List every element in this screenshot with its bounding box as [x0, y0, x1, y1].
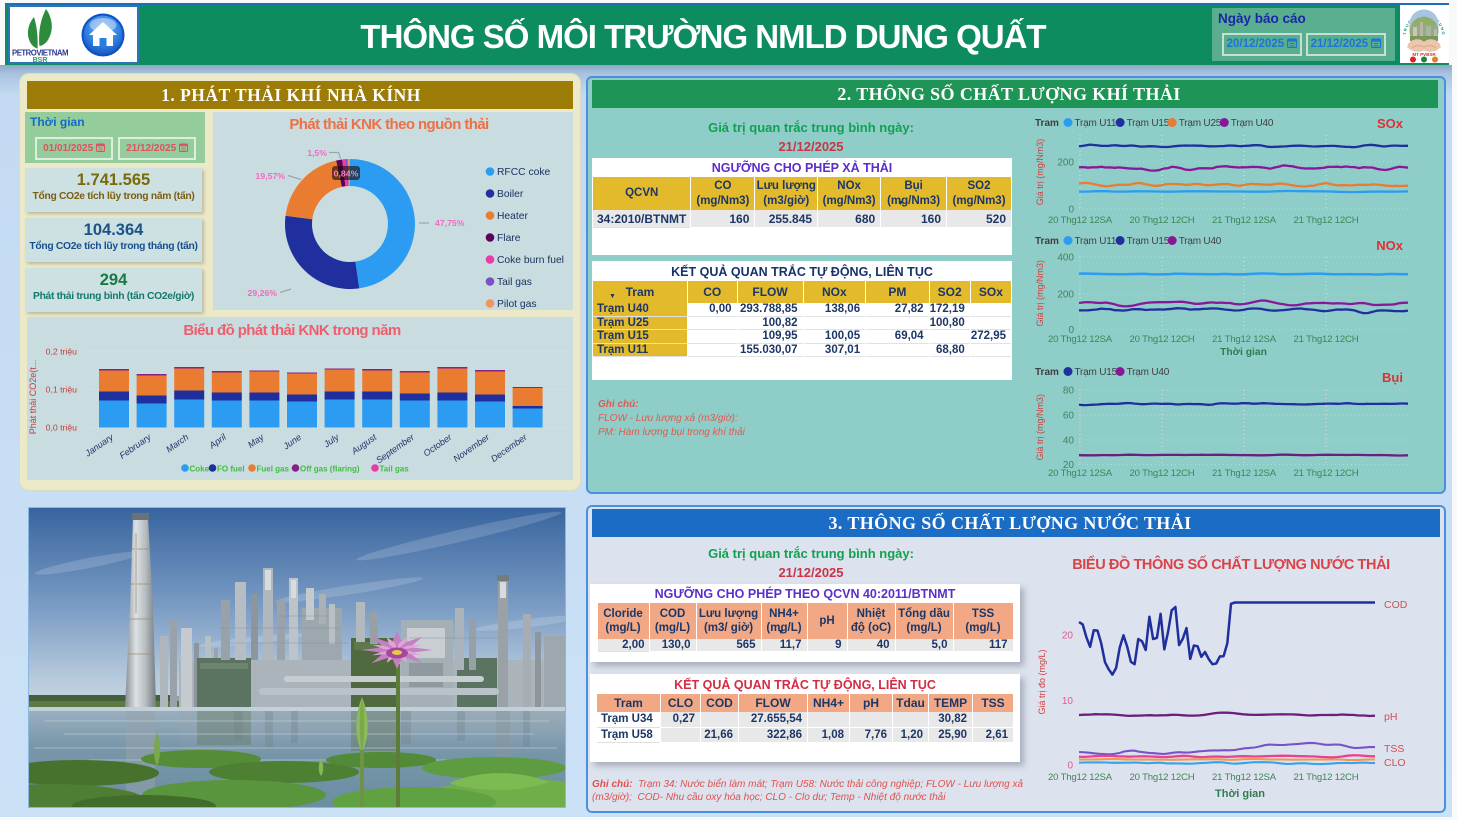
svg-text:MT PVBSR: MT PVBSR — [1412, 52, 1436, 57]
svg-text:Thời gian: Thời gian — [1215, 788, 1265, 800]
svg-text:21 Thg12 12SA: 21 Thg12 12SA — [1212, 215, 1277, 226]
svg-text:June: June — [281, 432, 304, 452]
svg-text:20: 20 — [1063, 460, 1075, 471]
svg-text:Trạm U40: Trạm U40 — [1127, 367, 1170, 378]
svg-text:0,2 triệu: 0,2 triệu — [46, 347, 78, 357]
svg-text:Giá trị (mg/Nm3): Giá trị (mg/Nm3) — [1035, 394, 1045, 461]
svg-text:April: April — [207, 431, 229, 451]
svg-text:BSR: BSR — [33, 57, 48, 62]
svg-text:Thời gian: Thời gian — [1220, 347, 1267, 358]
svg-text:60: 60 — [1063, 411, 1075, 422]
svg-text:Trạm U11: Trạm U11 — [1075, 118, 1117, 129]
svg-text:Trạm U40: Trạm U40 — [1231, 118, 1274, 129]
svg-text:80: 80 — [1063, 386, 1075, 397]
svg-text:20 Thg12 12SA: 20 Thg12 12SA — [1048, 468, 1113, 479]
svg-text:20 Thg12 12CH: 20 Thg12 12CH — [1130, 334, 1195, 345]
svg-text:Coke burn fuel: Coke burn fuel — [497, 255, 564, 266]
svg-text:Flare: Flare — [497, 233, 521, 244]
svg-text:RFCC coke: RFCC coke — [497, 167, 550, 178]
svg-text:47,75%: 47,75% — [435, 218, 465, 228]
svg-text:200: 200 — [1057, 158, 1074, 169]
svg-text:21 Thg12 12CH: 21 Thg12 12CH — [1294, 215, 1359, 226]
svg-text:Boiler: Boiler — [497, 189, 524, 200]
svg-text:November: November — [451, 431, 492, 464]
svg-text:October: October — [422, 431, 455, 458]
svg-text:September: September — [374, 431, 417, 465]
svg-text:0,1 triệu: 0,1 triệu — [46, 385, 78, 395]
svg-text:20 Thg12 12CH: 20 Thg12 12CH — [1130, 772, 1195, 783]
svg-text:Fuel gas: Fuel gas — [257, 465, 290, 474]
svg-text:Giá trị (mg/Nm3): Giá trị (mg/Nm3) — [1035, 260, 1045, 327]
svg-text:20 Thg12 12SA: 20 Thg12 12SA — [1048, 215, 1113, 226]
svg-text:August: August — [349, 432, 379, 457]
svg-text:Trạm U25: Trạm U25 — [1179, 118, 1222, 129]
svg-text:pH: pH — [1384, 711, 1397, 723]
svg-text:TSS: TSS — [1384, 743, 1404, 755]
svg-text:March: March — [164, 432, 190, 455]
svg-text:Tail gas: Tail gas — [380, 465, 410, 474]
svg-text:20 Thg12 12SA: 20 Thg12 12SA — [1048, 334, 1113, 345]
svg-text:0: 0 — [1068, 325, 1074, 336]
svg-text:NOx: NOx — [1376, 238, 1404, 253]
svg-text:SOx: SOx — [1377, 116, 1404, 131]
svg-text:10: 10 — [1062, 696, 1074, 707]
svg-text:Trạm U15: Trạm U15 — [1127, 236, 1170, 247]
svg-text:CLO: CLO — [1384, 757, 1406, 769]
svg-text:0,84%: 0,84% — [334, 169, 359, 179]
svg-text:20 Thg12 12CH: 20 Thg12 12CH — [1130, 215, 1195, 226]
svg-text:Pilot gas: Pilot gas — [497, 299, 537, 310]
svg-text:COD: COD — [1384, 599, 1408, 611]
svg-text:21 Thg12 12CH: 21 Thg12 12CH — [1294, 334, 1359, 345]
svg-text:January: January — [82, 432, 115, 459]
svg-text:Off gas (flaring): Off gas (flaring) — [300, 465, 360, 474]
svg-text:Tram: Tram — [1035, 236, 1059, 247]
svg-text:21 Thg12 12CH: 21 Thg12 12CH — [1294, 772, 1359, 783]
svg-text:Trạm U11: Trạm U11 — [1075, 236, 1117, 247]
svg-text:FO fuel: FO fuel — [217, 465, 245, 474]
svg-text:Phát thải CO2e(t...: Phát thải CO2e(t... — [28, 360, 38, 435]
svg-text:1,5%: 1,5% — [307, 148, 327, 158]
svg-text:21 Thg12 12CH: 21 Thg12 12CH — [1294, 468, 1359, 479]
svg-text:Bụi: Bụi — [1382, 370, 1403, 385]
svg-text:29,26%: 29,26% — [248, 288, 278, 298]
svg-text:40: 40 — [1063, 436, 1075, 447]
svg-text:20 Thg12 12SA: 20 Thg12 12SA — [1048, 772, 1113, 783]
svg-text:21 Thg12 12SA: 21 Thg12 12SA — [1212, 334, 1277, 345]
svg-text:BIỂU ĐỒ THÔNG SỐ CHẤT LƯỢNG NƯ: BIỂU ĐỒ THÔNG SỐ CHẤT LƯỢNG NƯỚC THẢI — [1072, 555, 1390, 573]
svg-text:Tram: Tram — [1035, 367, 1059, 378]
svg-text:Trạm U15: Trạm U15 — [1075, 367, 1118, 378]
svg-text:19,57%: 19,57% — [256, 171, 286, 181]
svg-text:Tram: Tram — [1035, 118, 1059, 129]
svg-text:Giá trị đo (mg/L): Giá trị đo (mg/L) — [1037, 649, 1047, 714]
svg-text:PETROVIETNAM: PETROVIETNAM — [12, 49, 68, 58]
svg-text:Tail gas: Tail gas — [497, 277, 532, 288]
svg-text:21 Thg12 12SA: 21 Thg12 12SA — [1212, 468, 1277, 479]
svg-text:December: December — [489, 431, 530, 464]
svg-text:20: 20 — [1062, 631, 1074, 642]
svg-text:Heater: Heater — [497, 211, 528, 222]
svg-text:Trạm U15: Trạm U15 — [1127, 118, 1170, 129]
svg-text:200: 200 — [1057, 290, 1074, 301]
svg-text:July: July — [321, 432, 341, 450]
svg-text:Giá trị (mg/Nm3): Giá trị (mg/Nm3) — [1035, 139, 1045, 206]
svg-text:21 Thg12 12SA: 21 Thg12 12SA — [1212, 772, 1277, 783]
svg-text:20 Thg12 12CH: 20 Thg12 12CH — [1130, 468, 1195, 479]
svg-text:Trạm U40: Trạm U40 — [1179, 236, 1222, 247]
svg-text:0: 0 — [1067, 761, 1073, 772]
svg-text:February: February — [118, 432, 154, 461]
svg-text:May: May — [246, 432, 266, 450]
svg-text:0,0 triệu: 0,0 triệu — [46, 423, 78, 433]
svg-text:0: 0 — [1068, 205, 1074, 216]
svg-text:Coke: Coke — [190, 465, 210, 474]
svg-text:400: 400 — [1057, 253, 1074, 264]
